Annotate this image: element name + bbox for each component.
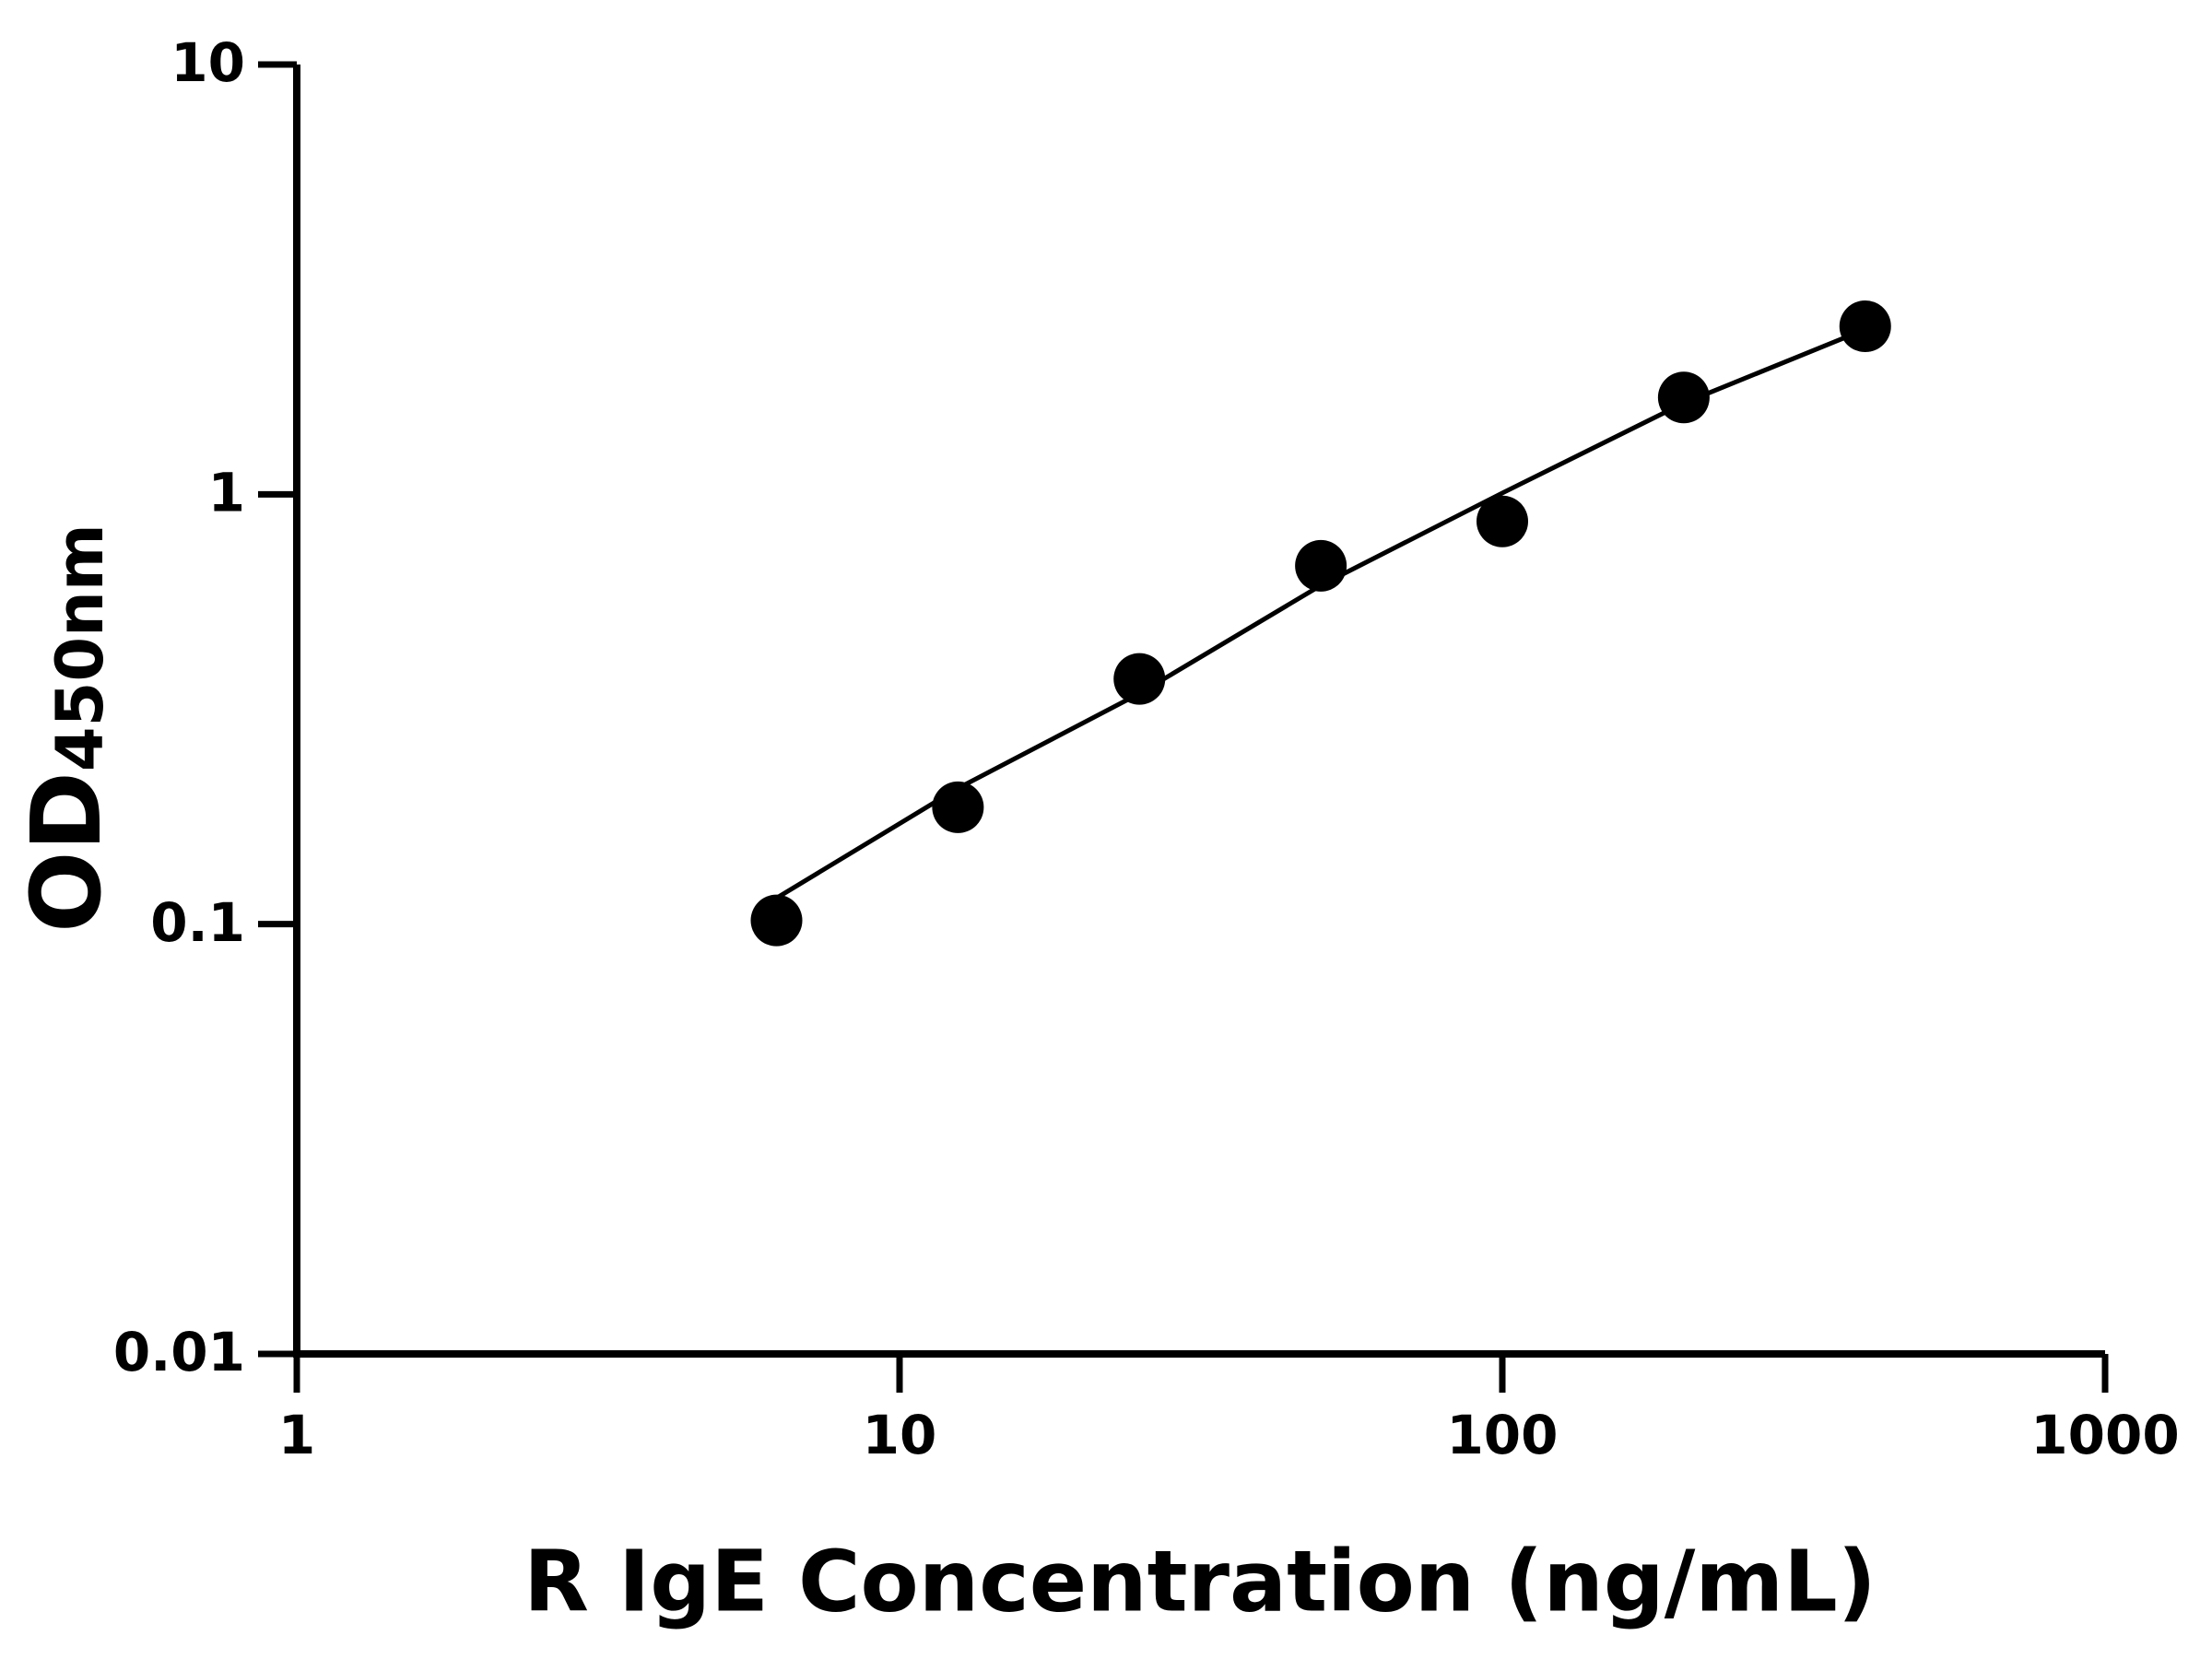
data-point bbox=[1657, 371, 1710, 424]
y-axis-title-main: OD bbox=[10, 771, 123, 933]
y-tick-label: 0.1 bbox=[150, 891, 245, 954]
y-tick-label: 1 bbox=[208, 461, 245, 524]
y-axis-title-sub: 450nm bbox=[42, 524, 118, 771]
data-point bbox=[1295, 539, 1347, 592]
data-point bbox=[932, 781, 984, 833]
data-point bbox=[1477, 495, 1528, 547]
y-axis-title: OD450nm bbox=[10, 524, 123, 933]
x-axis-title: R IgE Concentration (ng/mL) bbox=[524, 1532, 1877, 1630]
y-tick-label: 0.01 bbox=[113, 1321, 245, 1383]
y-tick-label: 10 bbox=[171, 31, 245, 94]
x-tick-label: 100 bbox=[1446, 1404, 1558, 1466]
data-point bbox=[1113, 653, 1166, 705]
x-tick-label: 1 bbox=[278, 1404, 315, 1466]
x-tick-label: 1000 bbox=[2030, 1404, 2179, 1466]
x-tick-label: 10 bbox=[863, 1404, 937, 1466]
data-point bbox=[750, 894, 803, 947]
data-point bbox=[1839, 300, 1891, 353]
